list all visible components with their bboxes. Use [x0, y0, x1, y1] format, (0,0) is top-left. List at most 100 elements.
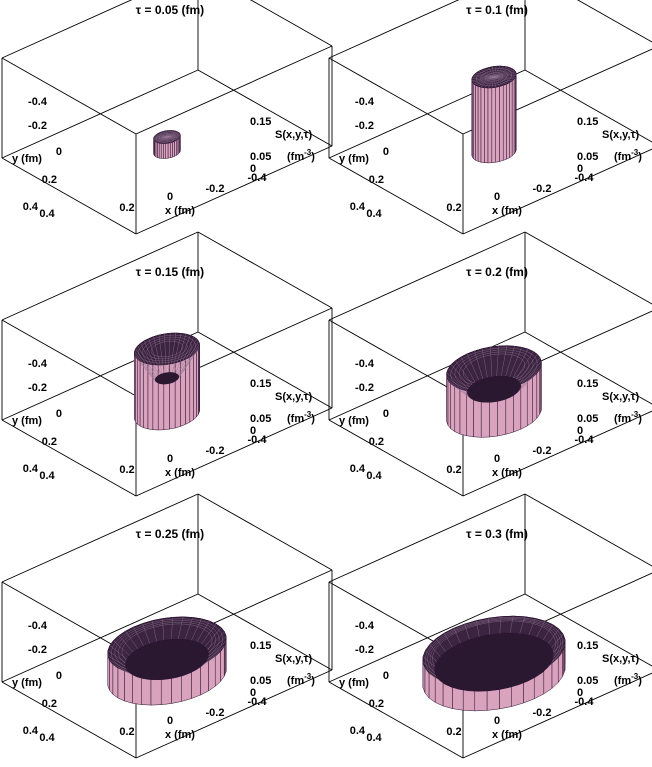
mesh-line	[107, 650, 126, 663]
surface-facet	[214, 650, 221, 687]
mesh-ring	[161, 134, 173, 140]
z-axis-unit: (fm-3)	[614, 672, 642, 687]
y-axis-label: y (fm)	[339, 153, 369, 165]
z-axis-label: S(x,y,τ)	[602, 653, 639, 665]
z-tick-label: 0.05	[250, 413, 271, 425]
surface-top	[422, 615, 566, 692]
mesh-line	[175, 335, 191, 374]
mesh-line	[520, 365, 542, 388]
surface-facet	[172, 140, 175, 158]
mesh-line	[467, 353, 480, 381]
mesh-line	[191, 618, 202, 641]
y-tick-label: 0	[383, 146, 389, 158]
surface-facet	[459, 388, 467, 437]
surface-facet	[511, 78, 515, 157]
mesh-line	[446, 372, 468, 392]
mesh-line	[166, 136, 177, 141]
y-tick-label: 0	[56, 146, 62, 158]
z-axis-unit: (fm-3)	[614, 410, 642, 425]
mesh-line	[161, 131, 168, 138]
mesh-line	[487, 76, 495, 88]
box-edge	[197, 331, 333, 409]
chart-panel-4: τ = 0.2 (fm) -0.4 -0.2 0 0.2 0.4 y (fm) 0.4 0.2 0…	[328, 231, 652, 497]
x-tick-label: 0	[167, 715, 173, 727]
y-axis-label: y (fm)	[339, 415, 369, 427]
box-edge	[328, 231, 526, 321]
x-axis-label: x (fm)	[165, 205, 195, 217]
mesh-line	[178, 343, 200, 377]
x-tick-label: -0.2	[533, 183, 552, 195]
z-axis-label: S(x,y,τ)	[275, 391, 312, 403]
box-edge	[328, 493, 526, 583]
mesh-line	[455, 360, 473, 385]
mesh-line	[161, 136, 168, 144]
mesh-line	[178, 349, 199, 379]
mesh-line	[493, 66, 497, 78]
mesh-line	[164, 333, 167, 373]
mesh-line	[519, 616, 525, 634]
mesh-line	[125, 631, 139, 650]
surface-facet	[147, 363, 154, 430]
mesh-line	[475, 72, 495, 78]
y-tick-label: 0.2	[42, 698, 57, 710]
y-tick-label: 0.4	[350, 725, 366, 737]
surface-facet	[174, 139, 177, 157]
surface-top	[446, 345, 542, 403]
mesh-line	[505, 346, 515, 377]
box-edge	[197, 593, 333, 671]
x-tick-label: -0.4	[575, 434, 595, 446]
x-tick-label: 0.2	[446, 464, 461, 476]
y-tick-label: 0.4	[350, 201, 366, 213]
z-tick-label: 0	[250, 163, 256, 175]
mesh-line	[472, 76, 495, 83]
y-tick-label: 0.4	[23, 725, 39, 737]
x-tick-label: 0	[494, 715, 500, 727]
mesh-line	[112, 664, 130, 673]
box-edge	[197, 493, 333, 571]
x-tick-label: -0.4	[248, 434, 268, 446]
x-axis-label: x (fm)	[492, 467, 522, 479]
surface-facet	[495, 86, 500, 163]
y-tick-label: -0.4	[355, 96, 375, 108]
surface-6	[422, 615, 566, 712]
mesh-line	[488, 67, 495, 78]
box-edge	[1, 493, 199, 583]
mesh-line	[476, 620, 480, 637]
surface-facet	[189, 354, 194, 423]
mesh-line	[137, 345, 157, 378]
y-tick-label: 0	[56, 670, 62, 682]
y-tick-label: -0.2	[355, 644, 374, 656]
mesh-line	[208, 641, 227, 657]
mesh-ring	[484, 72, 504, 82]
y-axis-label: y (fm)	[12, 153, 42, 165]
mesh-line	[153, 136, 168, 140]
surface-facet	[139, 360, 144, 429]
x-tick-label: -0.4	[248, 696, 268, 708]
mesh-line	[166, 130, 169, 138]
surface-facet	[117, 667, 125, 702]
mesh-ring	[138, 334, 196, 364]
y-tick-label: 0.2	[42, 436, 57, 448]
mesh-line	[520, 361, 542, 386]
z-axis-label: S(x,y,τ)	[602, 129, 639, 141]
z-axis-label: S(x,y,τ)	[275, 129, 312, 141]
box-edge	[524, 593, 652, 667]
surface-facet	[506, 82, 510, 160]
mesh-line	[166, 136, 175, 142]
z-tick-label: 0.05	[250, 151, 271, 163]
mesh-line	[159, 132, 168, 138]
mesh-line	[477, 76, 495, 87]
box-edge	[328, 0, 460, 59]
mesh-line	[435, 638, 446, 653]
mesh-line	[518, 354, 538, 382]
y-tick-label: 0.2	[369, 436, 384, 448]
mesh-line	[488, 618, 490, 635]
mesh-line	[166, 132, 180, 138]
surface-facet	[109, 659, 114, 696]
surface-4	[446, 345, 542, 438]
mesh-line	[201, 623, 217, 645]
surface-facet	[143, 362, 149, 430]
surface-facet	[450, 383, 456, 433]
mesh-line	[429, 644, 441, 657]
